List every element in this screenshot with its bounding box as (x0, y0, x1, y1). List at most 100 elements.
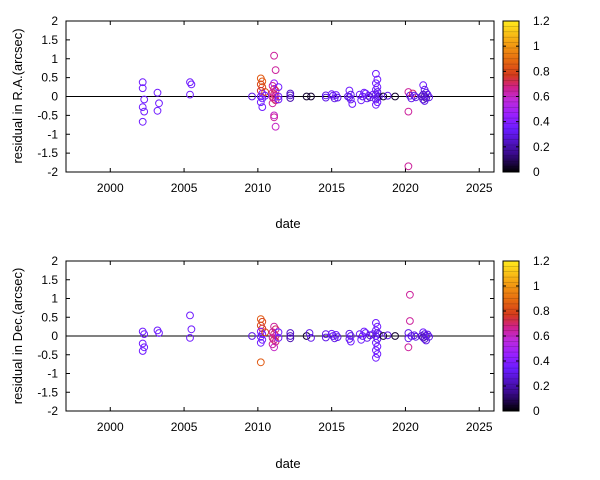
data-point (404, 88, 413, 96)
points-ra (138, 51, 434, 171)
data-point (360, 327, 369, 336)
x-tick-label: 2005 (171, 181, 198, 195)
data-point (286, 91, 295, 100)
y-tick-label: 2 (51, 254, 58, 268)
colorbar-ticks-ra: 1.2 1 0.8 0.6 0.4 0.2 0 (503, 14, 550, 179)
x-tick-label: 2010 (245, 420, 272, 434)
data-point (274, 334, 283, 342)
data-point (372, 346, 380, 355)
data-point (375, 92, 383, 101)
data-point (417, 332, 426, 340)
panel-dec: 21.510.50-0.5-1-1.5-2 2000 2005 2010 2015 20… (10, 254, 550, 471)
y-ticks-ra: 2 1.5 1 0.5 0 -0.5 -1 -1.5 -2 (37, 14, 494, 179)
data-point (321, 91, 330, 100)
data-point (138, 339, 147, 348)
x-tick-label: 2020 (392, 420, 419, 434)
y-tick-label: 0.5 (41, 71, 58, 85)
data-point (155, 329, 163, 337)
y-tick-label: -1 (47, 127, 58, 141)
y-axis-title-ra: residual in R.A.(arcsec) (10, 28, 25, 163)
x-tick-label: 2025 (466, 420, 493, 434)
x-tick-label: 2025 (466, 181, 493, 195)
data-point (256, 358, 265, 367)
data-point (372, 338, 380, 347)
colorbar-stripes-dec (503, 266, 519, 406)
data-point (274, 328, 283, 337)
data-point (274, 92, 283, 101)
colorbar-tick-label: 0 (533, 404, 540, 418)
x-ticks-ra: 2000 2005 2010 2015 2020 2025 (97, 21, 493, 195)
x-tick-label: 2020 (392, 181, 419, 195)
colorbar-ticks-dec: 1.2 1 0.8 0.6 0.4 0.2 0 (503, 254, 550, 418)
data-point (373, 93, 382, 102)
x-axis-title-ra: date (275, 216, 300, 231)
data-point (140, 330, 149, 339)
colorbar-tick-label: 0.8 (533, 64, 550, 78)
data-point (411, 332, 420, 341)
x-axis-title-dec: date (275, 456, 300, 471)
data-point (286, 329, 295, 337)
data-point (372, 79, 380, 88)
y-tick-label: 0.5 (41, 310, 58, 324)
data-point (286, 334, 295, 343)
data-point (307, 334, 315, 342)
colorbar-tick-label: 0.4 (533, 115, 550, 129)
data-point (270, 330, 279, 339)
colorbar-tick-label: 1.2 (533, 14, 550, 28)
data-point (372, 69, 380, 78)
data-point (321, 333, 330, 342)
data-point (140, 343, 149, 352)
data-point (423, 330, 432, 339)
data-point (332, 331, 341, 339)
data-point (345, 93, 354, 102)
data-point (411, 93, 420, 102)
data-point (410, 91, 419, 100)
data-point (302, 92, 311, 101)
data-point (391, 332, 400, 340)
data-point (256, 338, 265, 347)
colorbar-tick-label: 0.2 (533, 140, 550, 154)
data-point (258, 103, 267, 111)
data-point (155, 99, 163, 108)
x-tick-label: 2000 (97, 420, 124, 434)
data-point (261, 328, 270, 337)
data-point (261, 91, 270, 100)
data-point (140, 95, 149, 104)
data-point (274, 83, 283, 91)
colorbar-tick-label: 0.4 (533, 354, 550, 368)
data-point (348, 100, 357, 108)
data-point (248, 92, 256, 101)
data-point (271, 122, 280, 131)
y-axis-title-dec: residual in Dec.(arcsec) (10, 268, 25, 405)
y-tick-label: 1 (51, 52, 58, 66)
data-point (138, 84, 147, 93)
y-tick-label: -1.5 (37, 385, 58, 399)
data-point (186, 90, 194, 99)
y-tick-label: 1.5 (41, 273, 58, 287)
data-point (417, 92, 426, 101)
data-point (404, 162, 413, 171)
data-point (256, 92, 265, 101)
data-point (333, 93, 342, 102)
y-tick-label: -0.5 (37, 108, 58, 122)
data-point (372, 100, 380, 109)
data-point (256, 98, 265, 107)
data-point (372, 353, 380, 362)
data-point (346, 337, 355, 346)
data-point (357, 335, 366, 344)
data-point (270, 113, 279, 122)
data-point (286, 94, 295, 102)
data-point (373, 342, 382, 351)
data-point (270, 51, 279, 60)
data-point (375, 330, 383, 339)
y-tick-label: -0.5 (37, 348, 58, 362)
colorbar-tick-label: 0.6 (533, 329, 550, 343)
data-point (321, 330, 330, 339)
data-point (404, 334, 413, 343)
y-tick-label: 2 (51, 14, 58, 28)
data-point (153, 106, 162, 115)
y-tick-label: 0 (51, 90, 58, 104)
data-point (138, 117, 147, 126)
data-point (372, 319, 380, 327)
